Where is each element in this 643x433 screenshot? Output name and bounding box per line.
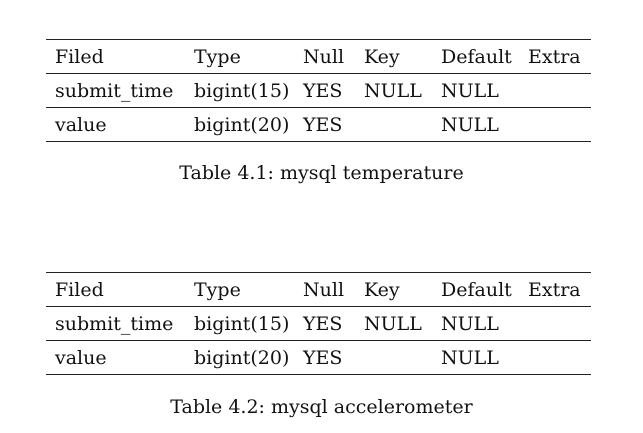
cell-filed: submit_time	[46, 306, 185, 341]
header-null: Null	[294, 39, 355, 74]
table-row: submit_time bigint(15) YES NULL NULL	[46, 306, 591, 341]
table-header-row: Filed Type Null Key Default Extra	[46, 272, 591, 307]
cell-extra	[519, 340, 591, 375]
header-key: Key	[355, 272, 432, 307]
header-type: Type	[185, 39, 294, 74]
table-row: submit_time bigint(15) YES NULL NULL	[46, 73, 591, 108]
cell-null: YES	[294, 73, 355, 108]
header-extra: Extra	[519, 272, 591, 307]
cell-type: bigint(20)	[185, 107, 294, 142]
cell-key: NULL	[355, 306, 432, 341]
header-filed: Filed	[46, 39, 185, 74]
cell-key	[355, 107, 432, 142]
cell-default: NULL	[432, 340, 519, 375]
table-row: value bigint(20) YES NULL	[46, 107, 591, 142]
cell-null: YES	[294, 306, 355, 341]
cell-type: bigint(20)	[185, 340, 294, 375]
header-default: Default	[432, 272, 519, 307]
header-extra: Extra	[519, 39, 591, 74]
cell-extra	[519, 306, 591, 341]
cell-type: bigint(15)	[185, 73, 294, 108]
cell-null: YES	[294, 340, 355, 375]
cell-filed: submit_time	[46, 73, 185, 108]
header-type: Type	[185, 272, 294, 307]
cell-default: NULL	[432, 107, 519, 142]
table-header-row: Filed Type Null Key Default Extra	[46, 39, 591, 74]
cell-extra	[519, 107, 591, 142]
cell-filed: value	[46, 107, 185, 142]
cell-key	[355, 340, 432, 375]
table-caption: Table 4.2: mysql accelerometer	[170, 396, 473, 418]
table-row: value bigint(20) YES NULL	[46, 340, 591, 375]
table-mysql-temperature: Filed Type Null Key Default Extra submit…	[46, 39, 591, 142]
header-null: Null	[294, 272, 355, 307]
cell-null: YES	[294, 107, 355, 142]
header-filed: Filed	[46, 272, 185, 307]
cell-type: bigint(15)	[185, 306, 294, 341]
table-caption: Table 4.1: mysql temperature	[179, 162, 464, 184]
header-key: Key	[355, 39, 432, 74]
cell-extra	[519, 73, 591, 108]
cell-filed: value	[46, 340, 185, 375]
cell-key: NULL	[355, 73, 432, 108]
header-default: Default	[432, 39, 519, 74]
cell-default: NULL	[432, 73, 519, 108]
cell-default: NULL	[432, 306, 519, 341]
table-mysql-accelerometer: Filed Type Null Key Default Extra submit…	[46, 272, 591, 375]
